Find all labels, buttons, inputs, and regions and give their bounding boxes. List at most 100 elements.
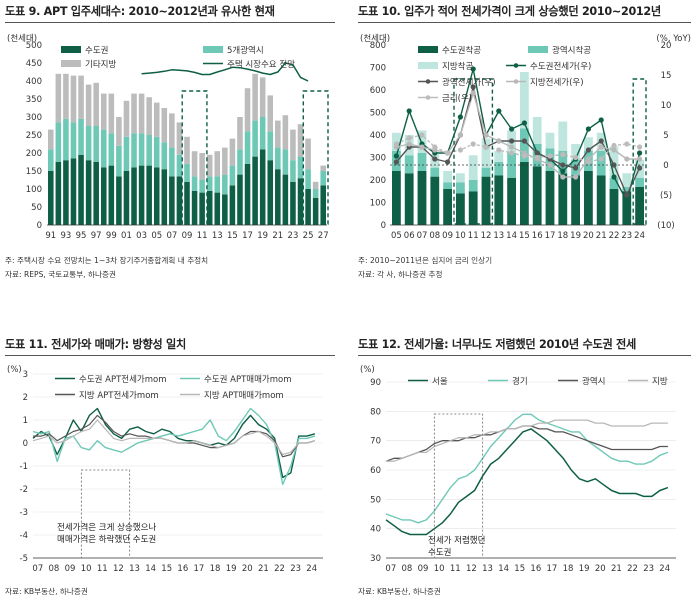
bar-segment (93, 126, 99, 162)
x-tick-label: 15 (519, 231, 530, 241)
x-tick-label: 22 (609, 231, 620, 241)
bar-segment (305, 169, 311, 189)
bar-segment (184, 136, 190, 164)
x-tick-label: 09 (418, 564, 429, 574)
bar-segment (507, 153, 516, 178)
bar-segment (153, 167, 160, 225)
bar-segment (214, 176, 221, 193)
bar-segment (282, 115, 289, 150)
x-tick-label: 19 (579, 564, 590, 574)
bar-segment (244, 88, 251, 132)
x-tick-label: 21 (611, 564, 622, 574)
data-point (598, 138, 604, 144)
bar-segment (545, 171, 555, 225)
title-rule (358, 22, 691, 23)
bar-segment (443, 171, 452, 183)
y-tick-label: 0 (23, 439, 28, 449)
series-line (385, 413, 669, 524)
series-line (385, 428, 669, 536)
bar-segment (481, 167, 491, 177)
bar-segment (48, 171, 54, 225)
bar-segment (237, 174, 243, 225)
x-tick-label: 05 (391, 231, 402, 241)
annotation-text: 전세가격은 크게 상승했으나 (57, 522, 156, 533)
chart-jeonse-ratio: (%) 30 40 50 60 70 80 90 07 08 09 10 11 12 13 14 15 16 17 1… (360, 365, 676, 574)
data-point (432, 144, 438, 150)
bar-segment (520, 72, 529, 129)
data-point (573, 165, 579, 171)
bar-segment (282, 174, 289, 225)
bar-segment (237, 149, 243, 175)
x-tick-label: 23 (621, 231, 632, 241)
bar-segment (267, 160, 274, 225)
x-tick-label: 17 (194, 564, 205, 574)
highlight-box (632, 78, 647, 225)
x-tick-label: 14 (506, 231, 517, 241)
bar-segment (312, 198, 319, 225)
bar-segment (153, 102, 160, 137)
panel-jeonse-vs-sale: 도표 11. 전세가와 매매가: 방향성 일치 (%) -5 -4 -3 -2 -1 0 1 2… (5, 336, 335, 601)
x-tick-label: 97 (91, 231, 102, 241)
y-tick-label: 40 (370, 525, 381, 535)
x-tick-label: 05 (151, 231, 162, 241)
x-tick-label: 20 (595, 564, 606, 574)
data-point (547, 153, 553, 159)
legend-marker (425, 95, 431, 100)
bar-segment (131, 93, 137, 134)
legend-label: 지방 APT매매가mom (204, 390, 284, 401)
bar-segment (48, 149, 54, 171)
bar-segment (70, 122, 77, 159)
y-tick-label: 450 (26, 59, 42, 69)
bar-segment (138, 93, 145, 134)
bar-segment (229, 138, 236, 166)
bar-segment (131, 167, 137, 225)
bar-segment (206, 154, 213, 177)
chart-starts-and-jeonse: (천세대) (%, YoY)0100200300400500600700800(1… (360, 33, 691, 241)
source-note: 자료: REPS, 국토교통부, 하나증권 (5, 270, 116, 279)
y-tick-label: 400 (370, 131, 386, 141)
x-tick-label: 93 (61, 231, 72, 241)
data-point (470, 84, 476, 90)
data-point (406, 141, 412, 147)
x-tick-label: 13 (212, 231, 223, 241)
legend-label: 지방착공 (442, 61, 473, 72)
series-line (386, 419, 668, 462)
x-tick-label: 07 (385, 564, 396, 574)
legend-label: 수도권 APT전세가mom (79, 374, 167, 385)
bar-segment (244, 131, 251, 164)
data-point (509, 144, 515, 150)
bar-segment (584, 171, 593, 225)
y-tick-label: 15 (661, 71, 672, 81)
bar-segment (206, 190, 213, 225)
bar-segment (622, 191, 632, 225)
legend-label: 금리(우) (442, 94, 472, 104)
bar-segment (494, 175, 504, 225)
y-tick-label: 300 (370, 154, 386, 164)
x-tick-label: 12 (481, 231, 492, 241)
bar-segment (252, 73, 258, 121)
data-point (457, 114, 463, 120)
data-point (573, 154, 579, 161)
data-point (637, 144, 643, 150)
data-point (521, 120, 527, 126)
bar-segment (63, 73, 69, 119)
bar-segment (169, 147, 175, 177)
bar-segment (275, 147, 281, 170)
data-point (393, 159, 399, 165)
bar-segment (275, 120, 281, 148)
y-tick-label: 250 (26, 131, 42, 141)
bar-segment (545, 132, 555, 149)
x-tick-label: 22 (627, 564, 638, 574)
x-tick-label: 21 (258, 564, 269, 574)
y-unit-label: (천세대) (360, 33, 390, 44)
bar-segment (609, 146, 619, 178)
x-tick-label: 15 (161, 564, 172, 574)
bar-segment (161, 108, 168, 143)
panel-title: 도표 12. 전세가율: 너무나도 저렴했던 2010년 수도권 전세 (358, 338, 637, 351)
title-rule (5, 22, 335, 23)
y-tick-label: -1 (20, 462, 28, 472)
x-tick-label: 21 (272, 231, 283, 241)
legend-label: 경기 (512, 376, 528, 387)
title-rule (5, 355, 335, 356)
